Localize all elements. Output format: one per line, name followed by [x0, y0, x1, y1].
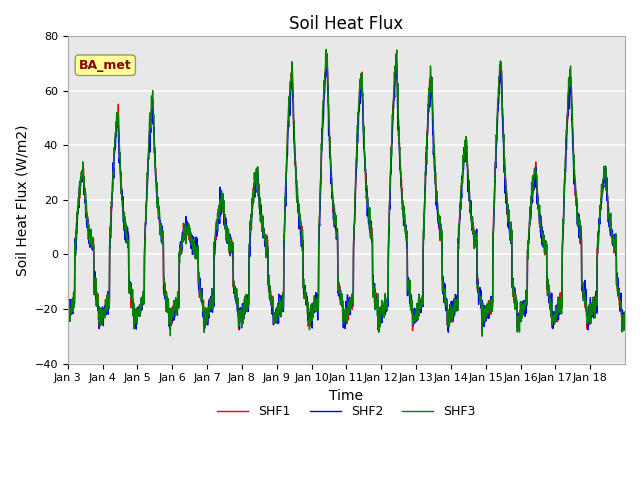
SHF3: [64, 321, 72, 326]
SHF1: [120, 213, 127, 218]
Line: SHF1: SHF1: [68, 56, 625, 331]
SHF2: [120, 219, 127, 225]
SHF2: [515, 316, 522, 322]
SHF3: [240, 316, 248, 322]
SHF2: [546, 300, 554, 306]
SHF3: [380, 305, 388, 311]
SHF1: [621, 311, 629, 316]
Bar: [68, 254, 625, 364]
SHF1: [240, 306, 248, 312]
Line: SHF3: SHF3: [68, 49, 625, 336]
SHF1: [323, 53, 331, 59]
Title: Soil Heat Flux: Soil Heat Flux: [289, 15, 403, 33]
SHF1: [380, 305, 388, 311]
SHF2: [445, 329, 452, 335]
SHF3: [546, 301, 554, 307]
SHF2: [621, 320, 629, 325]
SHF2: [240, 308, 248, 314]
Line: SHF2: SHF2: [68, 61, 625, 332]
Text: BA_met: BA_met: [79, 59, 132, 72]
SHF3: [120, 215, 127, 221]
SHF1: [515, 324, 522, 329]
SHF1: [64, 310, 72, 315]
SHF3: [323, 47, 330, 52]
SHF2: [64, 317, 72, 323]
SHF3: [614, 288, 621, 294]
SHF1: [546, 294, 554, 300]
SHF1: [409, 328, 417, 334]
SHF3: [479, 333, 486, 339]
SHF2: [614, 283, 621, 289]
X-axis label: Time: Time: [330, 389, 364, 403]
SHF2: [392, 59, 400, 64]
Legend: SHF1, SHF2, SHF3: SHF1, SHF2, SHF3: [212, 400, 481, 423]
SHF2: [380, 308, 388, 313]
SHF3: [515, 327, 522, 333]
SHF3: [621, 312, 629, 317]
Y-axis label: Soil Heat Flux (W/m2): Soil Heat Flux (W/m2): [15, 124, 29, 276]
SHF1: [614, 288, 621, 294]
